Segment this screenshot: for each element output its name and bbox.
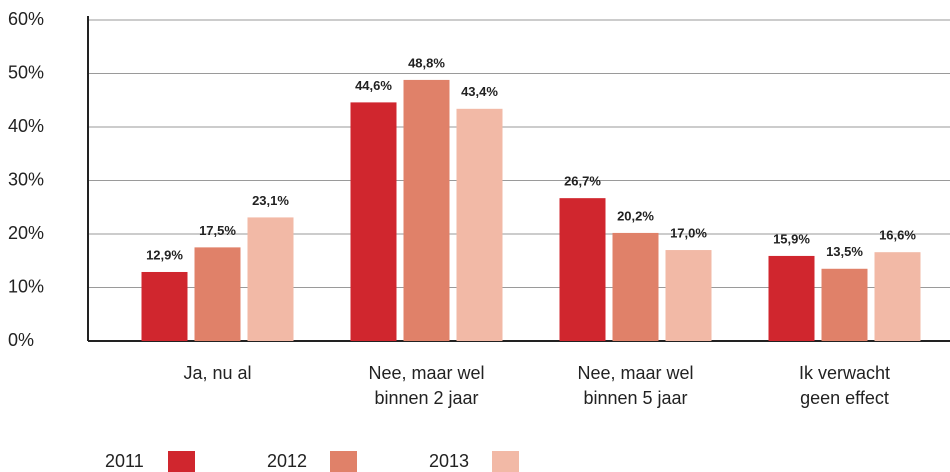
legend-swatch [330,451,357,472]
value-label: 44,6% [355,78,392,93]
y-tick-label: 0% [8,330,34,350]
bar [141,271,188,341]
bar [612,232,659,341]
value-label: 48,8% [408,55,445,70]
y-tick-label: 40% [8,116,44,136]
legend-swatch [492,451,519,472]
value-label: 17,0% [670,225,707,240]
y-tick-label: 60% [8,9,44,29]
value-label: 43,4% [461,84,498,99]
value-label: 20,2% [617,208,654,223]
y-tick-label: 30% [8,169,44,189]
legend-label: 2011 [105,451,144,471]
x-tick-label: Ik verwacht geen effect [799,363,890,408]
value-label: 13,5% [826,244,863,259]
y-tick-label: 50% [8,62,44,82]
value-label: 12,9% [146,247,183,262]
legend-label: 2013 [429,451,469,471]
bar [768,255,815,341]
bar [665,250,712,341]
bar [247,217,294,341]
x-tick-label: Ja, nu al [183,363,251,383]
bar [559,198,606,341]
value-label: 26,7% [564,174,601,189]
legend-swatch [168,451,195,472]
bar [350,102,397,341]
y-tick-label: 20% [8,223,44,243]
x-tick-label: Nee, maar wel binnen 2 jaar [368,363,484,408]
y-tick-label: 10% [8,276,44,296]
bar [874,252,921,341]
value-label: 17,5% [199,223,236,238]
bar [403,79,450,342]
value-label: 15,9% [773,231,810,246]
bar [194,247,241,341]
bar [821,268,868,341]
value-label: 16,6% [879,228,916,243]
value-label: 23,1% [252,193,289,208]
bar [456,108,503,341]
x-tick-label: Nee, maar wel binnen 5 jaar [577,363,693,408]
legend-label: 2012 [267,451,307,471]
